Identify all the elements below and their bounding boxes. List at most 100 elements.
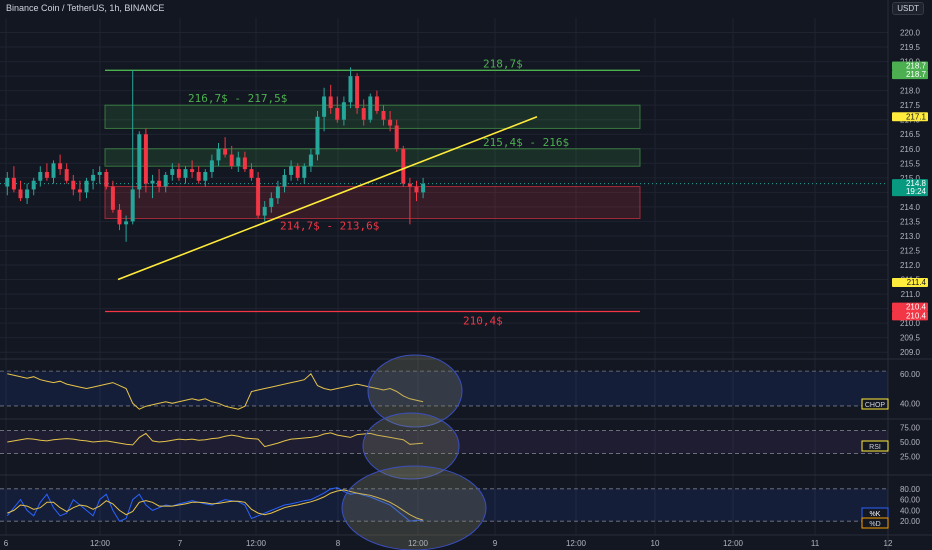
candle-body [368, 96, 373, 120]
candle-body [176, 169, 181, 178]
candle-body [25, 189, 30, 199]
candle-body [295, 166, 300, 178]
zone-label: 214,7$ - 213,6$ [280, 220, 379, 233]
level-label: 210,4$ [463, 315, 503, 328]
time-tick-label: 12:00 [566, 539, 587, 548]
candle-body [335, 108, 340, 120]
price-tag-value: 211.4 [907, 278, 927, 287]
candle-body [64, 169, 69, 181]
candle-body [275, 186, 280, 199]
candle-body [58, 163, 63, 170]
indicator-tag-label: RSI [869, 444, 881, 451]
indicator-tag-label: %D [869, 521, 880, 528]
price-tag [892, 311, 928, 321]
candle-body [401, 148, 406, 184]
price-tick-label: 214.0 [900, 203, 921, 212]
candle-body [183, 169, 188, 178]
candle-body [84, 180, 89, 193]
candle-body [289, 166, 294, 175]
candle-body [130, 189, 135, 222]
candle-body [203, 172, 208, 181]
highlight-circle [367, 354, 463, 428]
candle-body [242, 157, 247, 170]
currency-selector[interactable]: USDT [892, 2, 924, 15]
price-zone [104, 104, 641, 129]
oscillator-tick-label: 60.00 [900, 370, 921, 379]
candle-body [348, 76, 353, 103]
price-tick-label: 220.0 [900, 29, 921, 38]
oscillator-band [0, 371, 888, 406]
candle-body [328, 96, 333, 109]
candle-body [71, 180, 76, 190]
price-tag [892, 277, 928, 287]
oscillator-line [7, 373, 424, 410]
level-label: 218,7$ [483, 57, 523, 70]
price-tag [892, 61, 928, 71]
highlight-circle [362, 412, 460, 480]
candle-body [236, 157, 241, 167]
candle-body [91, 174, 96, 181]
oscillator-band [0, 430, 888, 454]
candle-body [31, 180, 36, 190]
stoch-d-line [7, 489, 424, 521]
price-tick-label: 215.5 [900, 159, 921, 168]
oscillator-tick-label: 40.00 [900, 506, 921, 515]
price-tick-label: 209.0 [900, 348, 921, 357]
candle-body [5, 177, 10, 187]
price-tick-label: 212.0 [900, 261, 921, 270]
time-tick-label: 8 [336, 539, 341, 548]
candle-body [421, 183, 426, 193]
time-tick-label: 12:00 [723, 539, 744, 548]
candle-body [407, 183, 412, 187]
oscillator-tick-label: 50.00 [900, 438, 921, 447]
candle-body [315, 116, 320, 155]
candle-body [262, 206, 267, 216]
candle-body [249, 169, 254, 178]
candle-body [388, 119, 393, 126]
price-tag-value: 217.1 [906, 112, 927, 121]
oscillator-tick-label: 75.00 [900, 424, 921, 433]
price-tick-label: 219.5 [900, 43, 921, 52]
trendline [117, 116, 538, 281]
price-tick-label: 217.5 [900, 101, 921, 110]
candle-body [341, 102, 346, 120]
candle-body [77, 189, 82, 193]
time-tick-label: 7 [178, 539, 183, 548]
price-tag-value: 210.4 [906, 303, 927, 312]
price-tag-value: 210.4 [906, 311, 927, 320]
chart-title: Binance Coin / TetherUS, 1h, BINANCE [6, 3, 165, 13]
candle-body [216, 148, 221, 161]
candle-body [256, 177, 261, 216]
price-tick-label: 209.5 [900, 334, 921, 343]
price-tick-label: 213.0 [900, 232, 921, 241]
candle-body [110, 186, 115, 210]
zone-label: 216,7$ - 217,5$ [188, 92, 287, 105]
candle-body [196, 172, 201, 181]
indicator-tag [861, 398, 889, 410]
candle-body [190, 169, 195, 173]
oscillator-tick-label: 80.00 [900, 485, 921, 494]
candle-body [374, 96, 379, 111]
price-tick-label: 213.5 [900, 217, 921, 226]
oscillator-tick-label: 40.00 [900, 399, 921, 408]
candle-body [97, 172, 102, 175]
price-tag [892, 302, 928, 312]
candle-body [308, 154, 313, 167]
time-tick-label: 10 [651, 539, 660, 548]
oscillator-tick-label: 25.00 [900, 452, 921, 461]
candle-body [137, 134, 142, 190]
zone-label: 215,4$ - 216$ [483, 136, 569, 149]
indicator-tag [861, 440, 889, 452]
price-tick-label: 218.0 [900, 87, 921, 96]
candle-body [143, 134, 148, 184]
oscillator-tick-label: 60.00 [900, 496, 921, 505]
indicator-tag-label: %K [870, 511, 881, 518]
candle-body [322, 96, 327, 117]
candle-body [18, 189, 23, 199]
time-tick-label: 6 [4, 539, 9, 548]
candle-body [282, 174, 287, 187]
price-tick-label: 212.5 [900, 246, 921, 255]
price-tag-value: 218.7 [906, 70, 927, 79]
candle-body [170, 169, 175, 175]
